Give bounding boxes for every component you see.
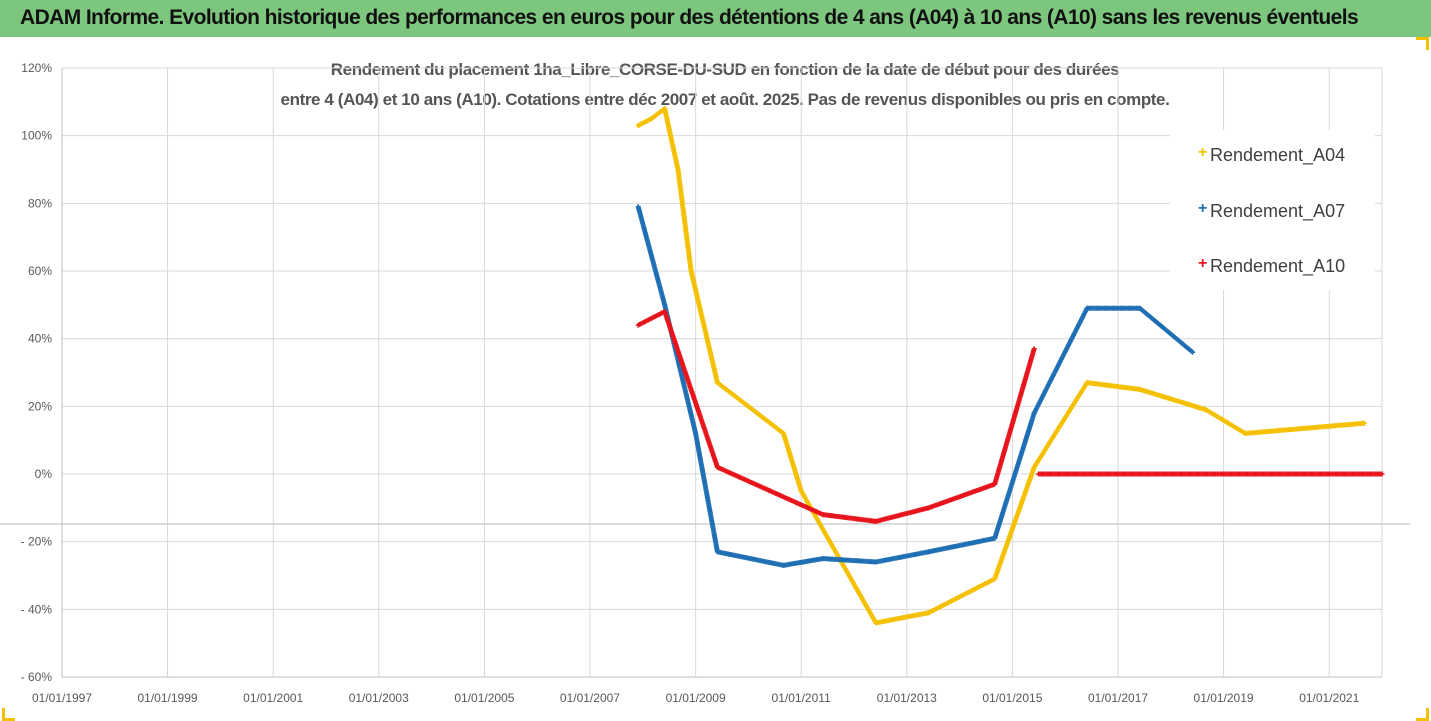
- legend-item-a04: + Rendement_A04: [1198, 144, 1346, 166]
- report-banner: ADAM Informe. Evolution historique des p…: [0, 0, 1431, 37]
- chart-title-line-2: entre 4 (A04) et 10 ans (A10). Cotations…: [280, 90, 1170, 109]
- y-tick-label: 120%: [21, 61, 52, 75]
- legend-label-a04: Rendement_A04: [1210, 145, 1346, 165]
- frame-corner-bottom-left: [2, 708, 15, 721]
- legend-item-a10: + Rendement_A10: [1198, 255, 1346, 277]
- legend-marker-a07: +: [1198, 200, 1208, 217]
- series-rendement-a04-series: [635, 106, 1367, 626]
- series-rendement-a10-flat-point: [1379, 471, 1385, 477]
- report-title: ADAM Informe. Evolution historique des p…: [20, 6, 1359, 29]
- y-tick-label: 60%: [28, 264, 52, 278]
- x-tick-label: 01/01/2005: [454, 691, 514, 705]
- legend-label-a07: Rendement_A07: [1210, 201, 1346, 221]
- y-tick-label: 80%: [28, 196, 52, 210]
- series-rendement-a04-point: [1361, 420, 1367, 426]
- legend-label-a10: Rendement_A10: [1210, 256, 1346, 276]
- legend-item-a07: + Rendement_A07: [1198, 200, 1346, 222]
- x-tick-label: 01/01/2003: [349, 691, 409, 705]
- frame-corner-top-right: [1416, 37, 1429, 50]
- series-rendement-a10-flat-series: [1036, 471, 1385, 477]
- x-tick-label: 01/01/2007: [560, 691, 620, 705]
- x-tick-label: 01/01/2009: [666, 691, 726, 705]
- y-tick-label: - 60%: [21, 670, 53, 684]
- chart-area: 120% 100% 80% 60% 40% 20% 0% - 20% - 40% - 60% 01/…: [0, 61, 1410, 705]
- x-tick-label: 01/01/2001: [243, 691, 303, 705]
- y-tick-label: - 20%: [21, 535, 53, 549]
- chart-legend: + Rendement_A04 + Rendement_A07 + Rendem…: [1170, 130, 1375, 290]
- y-tick-label: - 40%: [21, 602, 53, 616]
- x-tick-label: 01/01/2019: [1194, 691, 1254, 705]
- series-rendement-a10-point: [1031, 346, 1037, 352]
- y-tick-label: 0%: [35, 467, 53, 481]
- x-tick-label: 01/01/2011: [772, 691, 831, 705]
- x-tick-label: 01/01/2021: [1299, 691, 1359, 705]
- y-tick-label: 40%: [28, 332, 52, 346]
- x-tick-label: 01/01/2017: [1088, 691, 1148, 705]
- x-tick-label: 01/01/1999: [137, 691, 197, 705]
- frame-corner-bottom-right: [1416, 708, 1429, 721]
- x-tick-label: 01/01/2013: [877, 691, 937, 705]
- series-rendement-a10-series: [635, 309, 1037, 524]
- x-tick-label: 01/01/1997: [32, 691, 92, 705]
- chart-title-line-1: Rendement du placement 1ha_Libre_CORSE-D…: [330, 60, 1120, 79]
- legend-marker-a04: +: [1198, 144, 1208, 161]
- series-rendement-a07-point: [1190, 349, 1196, 355]
- y-tick-label: 20%: [28, 399, 52, 413]
- x-tick-label: 01/01/2015: [982, 691, 1042, 705]
- y-tick-label: 100%: [21, 129, 52, 143]
- legend-marker-a10: +: [1198, 255, 1208, 272]
